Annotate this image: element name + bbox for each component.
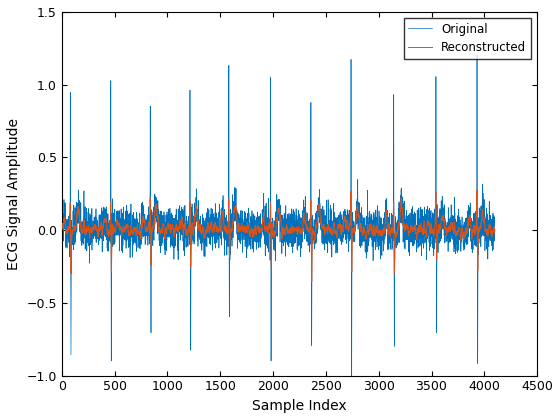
Reconstructed — [474, 187, 480, 192]
Line: Original: Original — [62, 55, 495, 377]
Original — [492, 227, 498, 232]
Reconstructed — [183, 233, 189, 238]
Reconstructed — [318, 219, 324, 224]
Original — [58, 223, 65, 228]
Original — [348, 375, 355, 380]
Original — [474, 52, 480, 58]
Original — [281, 237, 287, 242]
Reconstructed — [58, 222, 65, 227]
Reconstructed — [281, 232, 287, 237]
Line: Reconstructed: Reconstructed — [62, 190, 495, 281]
Reconstructed — [208, 223, 214, 228]
Reconstructed — [492, 228, 498, 233]
Original — [318, 227, 324, 232]
Legend: Original, Reconstructed: Original, Reconstructed — [404, 18, 531, 59]
Original — [278, 228, 285, 233]
Reconstructed — [278, 228, 285, 234]
Y-axis label: ECG Signal Amplitude: ECG Signal Amplitude — [7, 118, 21, 270]
X-axis label: Sample Index: Sample Index — [252, 399, 347, 413]
Reconstructed — [309, 279, 315, 284]
Original — [436, 236, 443, 241]
Original — [183, 228, 189, 234]
Reconstructed — [436, 229, 443, 234]
Original — [208, 222, 214, 227]
